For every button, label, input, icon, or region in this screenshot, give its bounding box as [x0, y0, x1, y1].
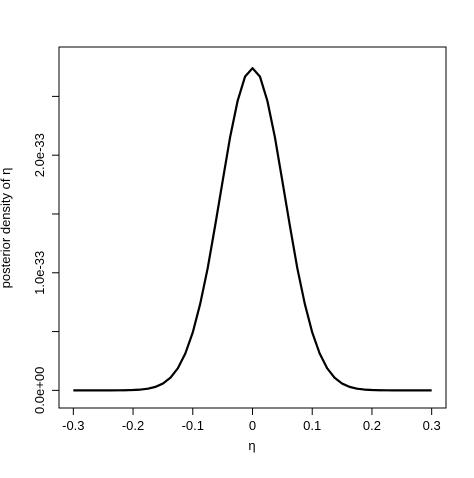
x-tick-label: 0.2: [363, 418, 381, 433]
y-tick-label: 0.0e+00: [32, 367, 47, 414]
x-tick-label: -0.3: [62, 418, 84, 433]
x-tick-label: -0.1: [182, 418, 204, 433]
y-axis-label: posterior density of η: [0, 168, 13, 289]
x-tick-label: -0.2: [122, 418, 144, 433]
density-curve: [73, 67, 432, 392]
x-tick-label: 0.3: [423, 418, 441, 433]
x-tick-label: 0: [249, 418, 256, 433]
x-axis-label: η: [248, 438, 255, 453]
y-tick-label: 2.0e-33: [32, 133, 47, 177]
plot-box: [58, 46, 447, 409]
x-tick-label: 0.1: [303, 418, 321, 433]
y-tick-label: 1.0e-33: [32, 251, 47, 295]
